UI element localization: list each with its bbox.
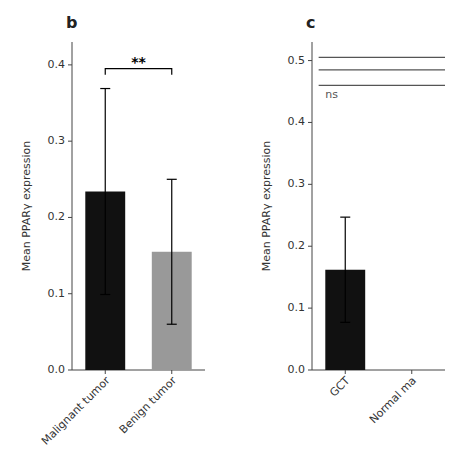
error-stem (171, 179, 172, 324)
x-tick-label: Benign tumor (117, 374, 180, 437)
y-axis-label: Mean PPARγ expression (260, 141, 273, 272)
error-cap (100, 294, 110, 295)
error-cap (340, 217, 350, 218)
error-bar (340, 217, 350, 322)
error-bar (100, 89, 110, 295)
error-stem (345, 217, 346, 322)
x-tick (105, 370, 106, 374)
panel: c 0.0 0.1 0.2 0.3 0.4 0.5 Mean PPARγ expression… (260, 13, 445, 426)
y-tick-label: 0.0 (48, 363, 66, 376)
x-tick-label: Normal ma (367, 374, 419, 426)
y-tick (68, 370, 72, 371)
y-tick (308, 122, 312, 123)
error-cap (167, 179, 177, 180)
y-tick (68, 64, 72, 65)
marks (325, 217, 365, 370)
y-tick-label: 0.2 (288, 239, 306, 252)
y-tick-label: 0.1 (48, 287, 66, 300)
x-tick (411, 370, 412, 374)
chart-root: b 0.0 0.1 0.2 0.3 0.4 Mean PPARγ expression Mal… (0, 0, 474, 474)
y-tick-label: 0.5 (288, 54, 306, 67)
y-tick (308, 246, 312, 247)
y-tick-label: 0.4 (48, 58, 66, 71)
x-tick-label: Malignant tumor (39, 374, 113, 448)
panel-title: c (306, 13, 315, 32)
y-axis-label: Mean PPARγ expression (20, 141, 33, 272)
reference-line (319, 85, 445, 86)
y-tick-label: 0.2 (48, 210, 66, 223)
x-tick (345, 370, 346, 374)
panel: b 0.0 0.1 0.2 0.3 0.4 Mean PPARγ expression Mal… (20, 13, 205, 448)
y-tick (68, 293, 72, 294)
significance-label: ** (131, 54, 146, 70)
y-axis-line (312, 42, 313, 370)
y-axis-line (72, 42, 73, 370)
y-tick (308, 308, 312, 309)
error-bar (167, 179, 177, 324)
x-tick-label: GCT (327, 374, 353, 400)
reference-line (319, 57, 445, 58)
y-tick-label: 0.1 (288, 301, 306, 314)
y-tick (68, 217, 72, 218)
y-tick-label: 0.3 (288, 177, 306, 190)
error-cap (167, 324, 177, 325)
error-cap (100, 88, 110, 89)
reference-line (319, 69, 445, 70)
y-tick-label: 0.3 (48, 134, 66, 147)
y-tick-label: 0.0 (288, 363, 306, 376)
error-stem (105, 89, 106, 295)
y-tick (308, 60, 312, 61)
x-tick (171, 370, 172, 374)
y-tick (308, 184, 312, 185)
y-tick (68, 141, 72, 142)
y-tick-label: 0.4 (288, 115, 306, 128)
marks (85, 89, 191, 370)
error-cap (340, 322, 350, 323)
panel-title: b (66, 13, 77, 32)
y-tick (308, 370, 312, 371)
annotation: ns (325, 88, 338, 101)
